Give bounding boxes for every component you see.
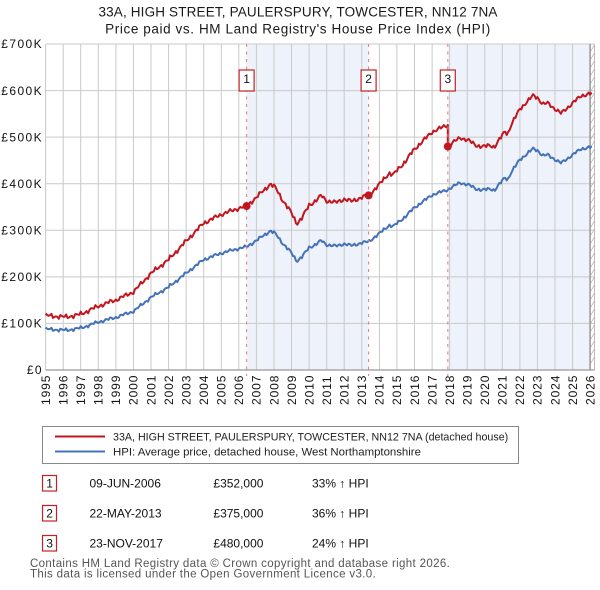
svg-text:£400K: £400K — [1, 177, 43, 191]
svg-text:33A, HIGH STREET, PAULERSPURY,: 33A, HIGH STREET, PAULERSPURY, TOWCESTER… — [113, 432, 508, 444]
svg-text:2024: 2024 — [548, 375, 562, 405]
svg-text:2018: 2018 — [443, 375, 457, 405]
svg-text:£480,000: £480,000 — [213, 537, 263, 551]
svg-text:HPI: Average price, detached h: HPI: Average price, detached house, West… — [113, 447, 421, 459]
svg-text:36% ↑ HPI: 36% ↑ HPI — [312, 507, 369, 521]
svg-text:33A, HIGH STREET, PAULERSPURY,: 33A, HIGH STREET, PAULERSPURY, TOWCESTER… — [98, 5, 497, 20]
svg-text:1: 1 — [243, 72, 250, 86]
svg-text:2016: 2016 — [408, 375, 422, 405]
svg-text:This data is licensed under th: This data is licensed under the Open Gov… — [30, 569, 376, 581]
svg-text:3: 3 — [46, 537, 53, 551]
svg-text:£600K: £600K — [1, 84, 43, 98]
svg-text:2007: 2007 — [250, 375, 264, 405]
svg-text:23-NOV-2017: 23-NOV-2017 — [90, 537, 164, 551]
svg-text:2013: 2013 — [355, 375, 369, 405]
svg-text:2000: 2000 — [127, 375, 141, 405]
svg-text:2005: 2005 — [215, 375, 229, 405]
svg-text:2002: 2002 — [162, 375, 176, 405]
svg-text:1999: 1999 — [109, 375, 123, 405]
svg-text:2012: 2012 — [338, 375, 352, 405]
svg-text:1996: 1996 — [57, 375, 71, 405]
svg-text:2006: 2006 — [232, 375, 246, 405]
svg-text:33% ↑ HPI: 33% ↑ HPI — [312, 477, 369, 491]
svg-text:2008: 2008 — [267, 375, 281, 405]
svg-text:2004: 2004 — [197, 375, 211, 405]
svg-text:2020: 2020 — [478, 375, 492, 405]
svg-text:2003: 2003 — [179, 375, 193, 405]
svg-text:2015: 2015 — [390, 375, 404, 405]
svg-text:£700K: £700K — [1, 37, 43, 51]
svg-text:2011: 2011 — [320, 376, 334, 405]
svg-text:£375,000: £375,000 — [213, 507, 263, 521]
svg-text:2023: 2023 — [531, 375, 545, 405]
svg-text:2014: 2014 — [373, 375, 387, 405]
svg-text:09-JUN-2006: 09-JUN-2006 — [90, 477, 162, 491]
svg-text:Price paid vs. HM Land Registr: Price paid vs. HM Land Registry's House … — [105, 22, 491, 37]
svg-text:1995: 1995 — [39, 375, 53, 405]
svg-text:3: 3 — [444, 72, 451, 86]
svg-text:2: 2 — [46, 507, 53, 521]
svg-text:2017: 2017 — [425, 375, 439, 405]
svg-text:£500K: £500K — [1, 130, 43, 144]
svg-text:2009: 2009 — [285, 375, 299, 405]
svg-text:2019: 2019 — [461, 375, 475, 405]
svg-text:2025: 2025 — [566, 375, 580, 405]
svg-text:2026: 2026 — [583, 375, 597, 405]
svg-text:1998: 1998 — [92, 375, 106, 405]
svg-text:2001: 2001 — [144, 375, 158, 405]
svg-text:£300K: £300K — [1, 224, 43, 238]
svg-text:£0: £0 — [27, 363, 43, 377]
svg-text:2022: 2022 — [513, 375, 527, 405]
svg-text:£200K: £200K — [1, 270, 43, 284]
svg-text:Contains HM Land Registry data: Contains HM Land Registry data © Crown c… — [30, 558, 450, 570]
svg-text:2021: 2021 — [496, 375, 510, 405]
svg-text:£352,000: £352,000 — [213, 477, 263, 491]
svg-text:2010: 2010 — [302, 375, 316, 405]
svg-text:22-MAY-2013: 22-MAY-2013 — [90, 507, 162, 521]
svg-text:2: 2 — [365, 72, 372, 86]
svg-text:1: 1 — [46, 477, 53, 491]
svg-text:£100K: £100K — [1, 317, 43, 331]
svg-text:24% ↑ HPI: 24% ↑ HPI — [312, 537, 369, 551]
svg-text:1997: 1997 — [74, 375, 88, 405]
